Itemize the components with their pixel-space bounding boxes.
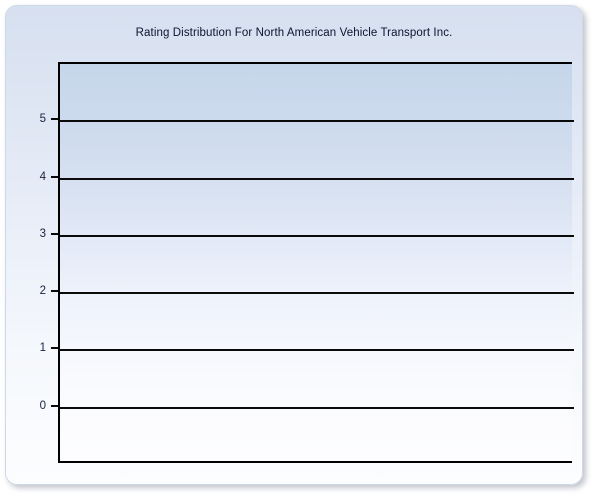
data-series-layer (60, 64, 572, 461)
y-tick-mark-5 (51, 118, 58, 121)
gridline-y-3 (60, 234, 574, 237)
y-tick-mark-1 (51, 347, 58, 350)
gridline-y-5 (60, 120, 574, 123)
y-tick-label-2: 2 (39, 285, 46, 298)
y-tick-label-0: 0 (39, 399, 46, 412)
y-tick-label-3: 3 (39, 227, 46, 240)
plot-area (58, 62, 574, 463)
chart-title: Rating Distribution For North American V… (135, 27, 453, 39)
gridline-y-0 (60, 406, 574, 409)
y-tick-mark-0 (51, 404, 58, 407)
chart-panel: Rating Distribution For North American V… (5, 5, 583, 485)
gridline-y-1 (60, 349, 574, 352)
y-axis: 0 1 2 3 4 5 (6, 6, 58, 484)
gridline-y-4 (60, 177, 574, 180)
y-tick-mark-3 (51, 232, 58, 235)
y-tick-mark-4 (51, 175, 58, 178)
y-tick-mark-2 (51, 290, 58, 293)
gridline-y-2 (60, 292, 574, 295)
y-tick-label-1: 1 (39, 342, 46, 355)
y-tick-label-5: 5 (39, 113, 46, 126)
y-tick-label-4: 4 (39, 170, 46, 183)
